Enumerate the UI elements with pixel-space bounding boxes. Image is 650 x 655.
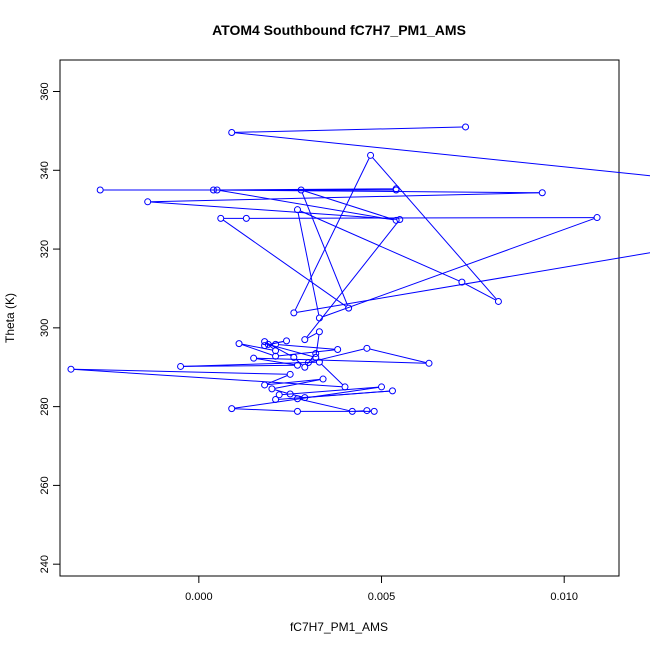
series-segment bbox=[370, 349, 426, 363]
data-point bbox=[539, 190, 545, 196]
x-axis-label: fC7H7_PM1_AMS bbox=[290, 620, 388, 634]
x-tick-label: 0.005 bbox=[368, 591, 396, 603]
data-point bbox=[294, 207, 300, 213]
y-axis-label: Theta (K) bbox=[3, 293, 17, 343]
series-segment bbox=[151, 193, 540, 202]
x-tick-label: 0.010 bbox=[550, 591, 578, 603]
data-point bbox=[397, 217, 403, 223]
data-point bbox=[178, 363, 184, 369]
data-point bbox=[335, 347, 341, 353]
data-point bbox=[364, 345, 370, 351]
data-point bbox=[342, 384, 348, 390]
data-point bbox=[97, 187, 103, 193]
series-segment bbox=[322, 219, 594, 317]
data-point bbox=[302, 337, 308, 343]
data-point bbox=[262, 382, 268, 388]
series-layer bbox=[68, 124, 650, 414]
y-axis: 240 260 280 300 320 340 360 bbox=[39, 82, 60, 573]
y-tick-label: 280 bbox=[39, 397, 51, 415]
series-segment bbox=[249, 218, 594, 219]
data-point bbox=[495, 298, 501, 304]
series-segment bbox=[295, 158, 369, 310]
series-segment bbox=[300, 399, 349, 410]
plot-frame bbox=[60, 60, 619, 576]
x-axis: 0.000 0.005 0.010 bbox=[185, 576, 578, 603]
series-segment bbox=[235, 133, 650, 205]
series-segment bbox=[275, 380, 320, 389]
series-segment bbox=[307, 222, 398, 337]
data-point bbox=[371, 408, 377, 414]
data-point bbox=[294, 408, 300, 414]
data-point bbox=[218, 215, 224, 221]
series-segment bbox=[298, 213, 319, 315]
data-point bbox=[291, 310, 297, 316]
series-segment bbox=[279, 345, 335, 350]
y-tick-label: 360 bbox=[39, 82, 51, 100]
y-tick-label: 240 bbox=[39, 555, 51, 573]
y-tick-label: 300 bbox=[39, 319, 51, 337]
data-point bbox=[379, 384, 385, 390]
data-point bbox=[389, 388, 395, 394]
data-point bbox=[463, 124, 469, 130]
data-point bbox=[229, 406, 235, 412]
data-point bbox=[368, 152, 374, 158]
data-point bbox=[313, 350, 319, 356]
series-segment bbox=[302, 193, 347, 306]
data-point bbox=[284, 338, 290, 344]
data-point bbox=[229, 129, 235, 135]
series-segment bbox=[465, 284, 496, 300]
data-point bbox=[276, 392, 282, 398]
series-segment bbox=[297, 205, 650, 312]
data-point bbox=[251, 355, 257, 361]
chart-title: ATOM4 Southbound fC7H7_PM1_AMS bbox=[212, 22, 466, 38]
data-point bbox=[287, 371, 293, 377]
data-point bbox=[68, 366, 74, 372]
data-point bbox=[145, 199, 151, 205]
data-point bbox=[243, 215, 249, 221]
data-point bbox=[426, 360, 432, 366]
data-point bbox=[364, 408, 370, 414]
series-segment bbox=[242, 345, 273, 356]
y-tick-label: 340 bbox=[39, 161, 51, 179]
series-segment bbox=[235, 127, 463, 132]
series-segment bbox=[304, 191, 393, 220]
series-segment bbox=[223, 220, 346, 306]
data-point bbox=[316, 329, 322, 335]
data-point bbox=[320, 376, 326, 382]
y-tick-label: 260 bbox=[39, 476, 51, 494]
series-segment bbox=[373, 158, 497, 300]
series-segment bbox=[235, 387, 379, 408]
data-point bbox=[236, 341, 242, 347]
y-tick-label: 320 bbox=[39, 240, 51, 258]
data-point bbox=[594, 215, 600, 221]
series-segment bbox=[235, 409, 295, 412]
series-segment bbox=[151, 202, 397, 219]
data-point bbox=[269, 386, 275, 392]
x-tick-label: 0.000 bbox=[185, 591, 213, 603]
